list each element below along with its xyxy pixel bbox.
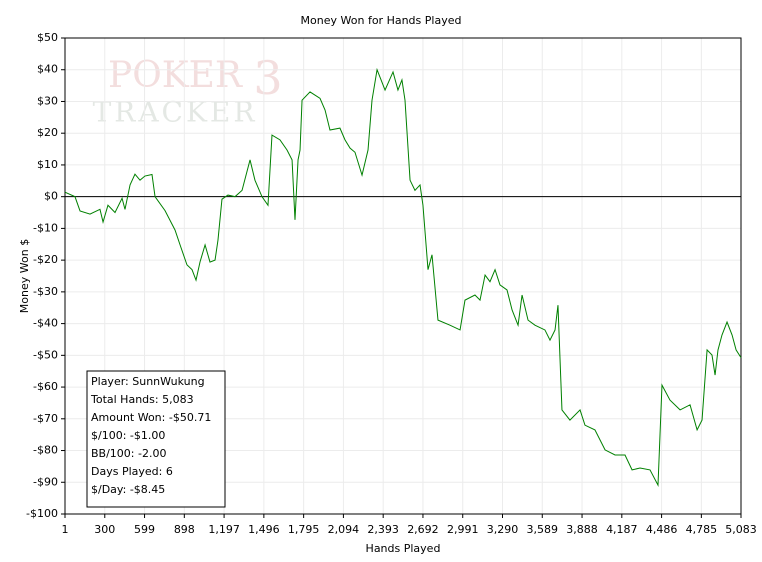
x-tick-label: 1,496 — [248, 523, 280, 536]
stats-line: $/100: -$1.00 — [91, 429, 165, 442]
x-tick-label: 1 — [62, 523, 69, 536]
y-tick-label: -$30 — [33, 285, 58, 298]
y-tick-label: $10 — [37, 158, 58, 171]
x-tick-label: 898 — [174, 523, 195, 536]
x-tick-label: 2,094 — [328, 523, 360, 536]
x-tick-label: 4,486 — [646, 523, 678, 536]
y-tick-label: -$100 — [26, 507, 58, 520]
y-tick-label: -$90 — [33, 475, 58, 488]
stats-box — [86, 370, 226, 508]
y-tick-label: -$50 — [33, 348, 58, 361]
x-tick-label: 3,888 — [566, 523, 598, 536]
x-tick-label: 2,692 — [407, 523, 439, 536]
y-tick-label: $40 — [37, 63, 58, 76]
y-tick-label: -$60 — [33, 380, 58, 393]
stats-line: Amount Won: -$50.71 — [91, 411, 211, 424]
watermark: TRACKER — [93, 96, 258, 129]
y-tick-label: -$10 — [33, 221, 58, 234]
x-tick-label: 3,589 — [527, 523, 559, 536]
y-tick-label: -$70 — [33, 412, 58, 425]
y-tick-label: $0 — [44, 190, 58, 203]
stats-line: $/Day: -$8.45 — [91, 483, 165, 496]
stats-line: Player: SunnWukung — [91, 375, 205, 388]
y-tick-label: $50 — [37, 31, 58, 44]
series-line — [64, 67, 742, 488]
watermark: 3 — [253, 51, 282, 105]
plot-frame — [64, 37, 742, 515]
x-tick-label: 300 — [94, 523, 115, 536]
chart-title: Money Won for Hands Played — [301, 14, 462, 27]
stats-line: Days Played: 6 — [91, 465, 173, 478]
x-tick-label: 5,083 — [725, 523, 757, 536]
y-tick-label: -$20 — [33, 253, 58, 266]
x-tick-label: 2,393 — [367, 523, 399, 536]
stats-line: Total Hands: 5,083 — [90, 393, 194, 406]
y-axis-label: Money Won $ — [18, 239, 31, 313]
x-tick-label: 4,785 — [686, 523, 718, 536]
stats-line: BB/100: -2.00 — [91, 447, 166, 460]
x-tick-label: 4,187 — [606, 523, 638, 536]
x-tick-label: 1,795 — [288, 523, 320, 536]
y-tick-label: -$40 — [33, 317, 58, 330]
watermark: POKER — [108, 55, 243, 96]
x-tick-label: 3,290 — [487, 523, 519, 536]
x-tick-label: 2,991 — [447, 523, 479, 536]
y-tick-label: -$80 — [33, 444, 58, 457]
y-tick-label: $30 — [37, 94, 58, 107]
x-tick-label: 1,197 — [208, 523, 240, 536]
y-tick-label: $20 — [37, 126, 58, 139]
x-tick-label: 599 — [134, 523, 155, 536]
x-axis-label: Hands Played — [366, 542, 441, 555]
